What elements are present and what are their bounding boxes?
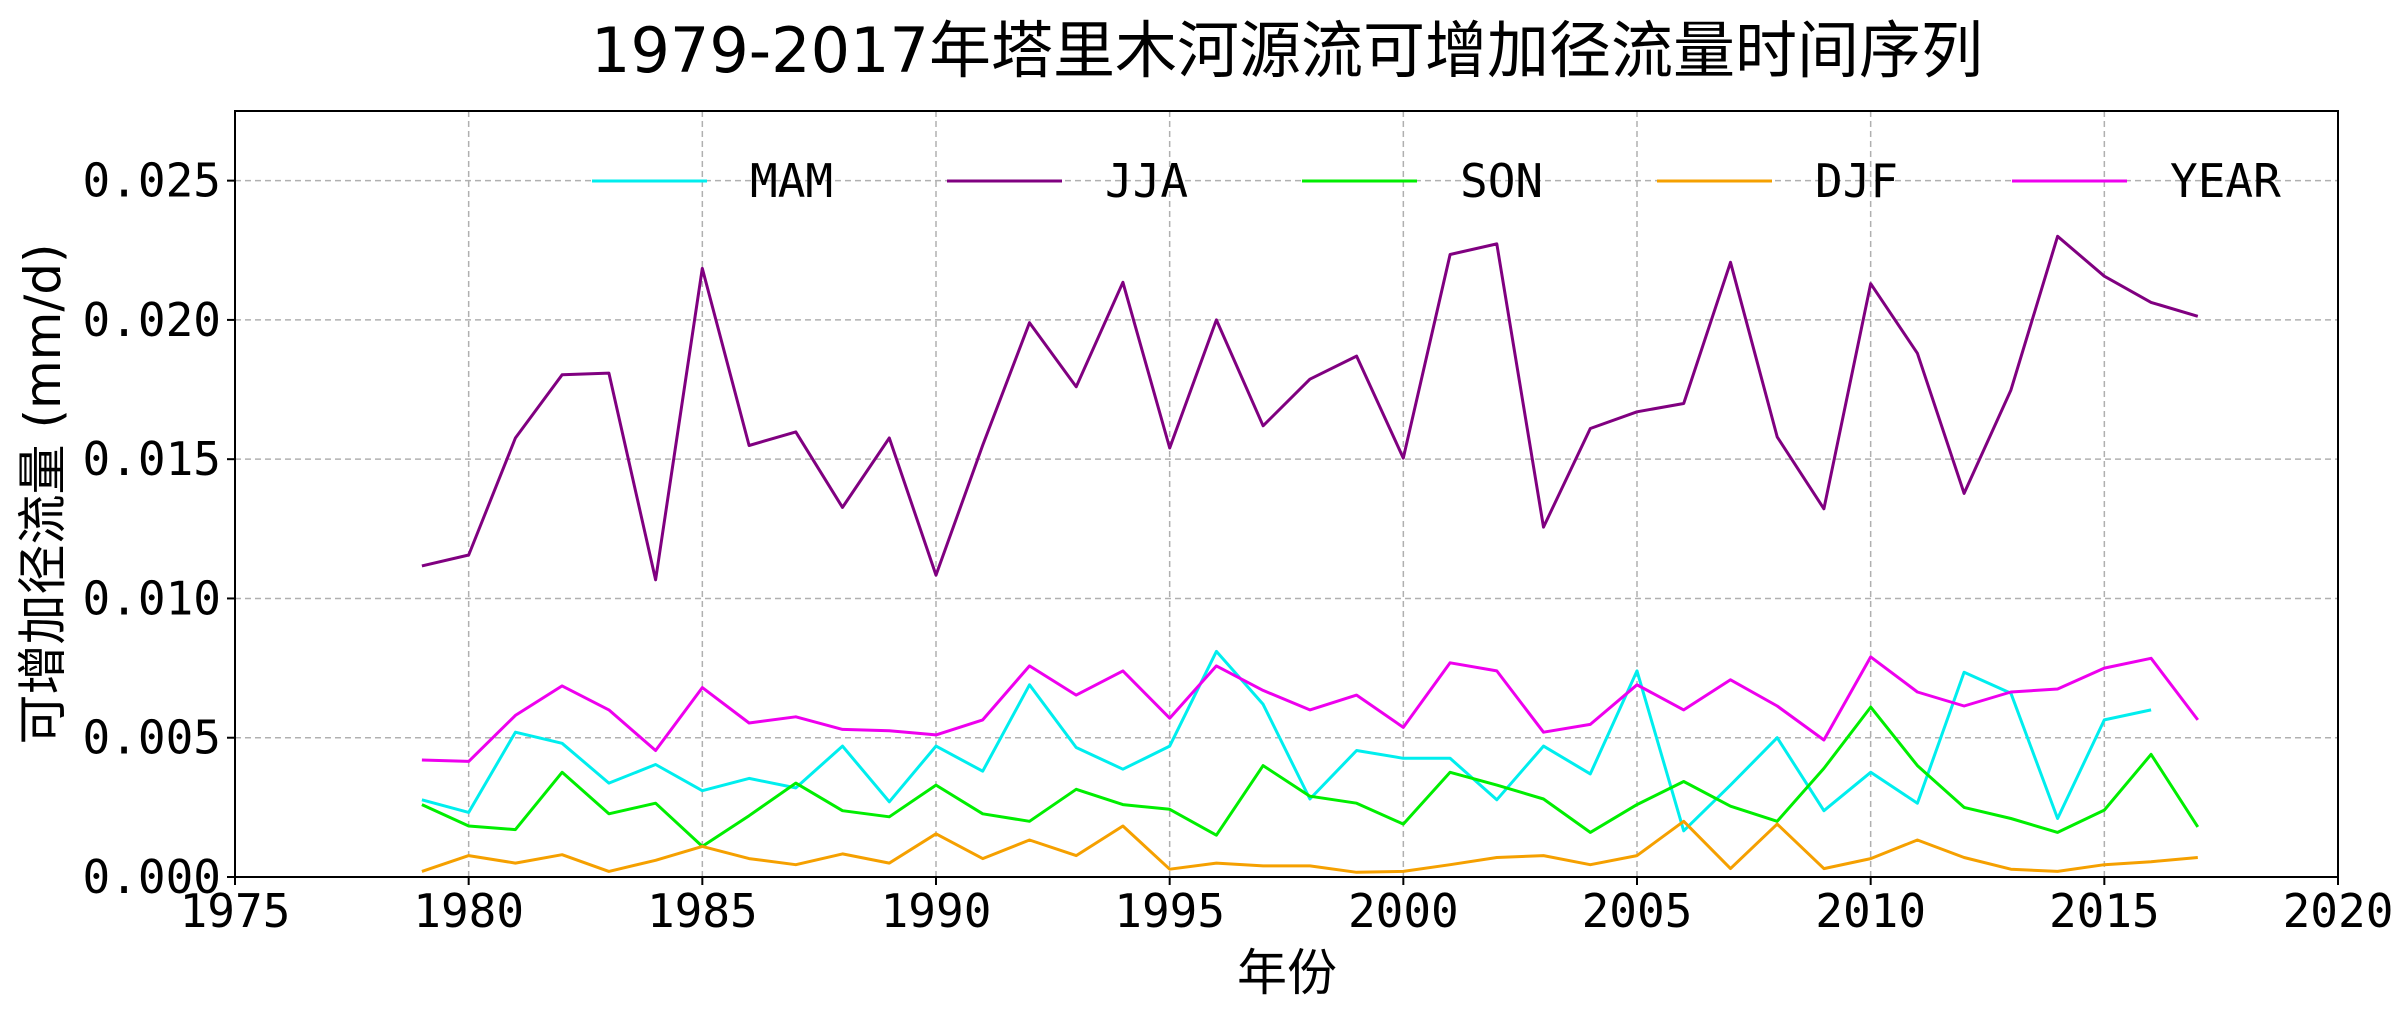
legend-label-mam: MAM: [750, 154, 833, 208]
plot-frame: [234, 110, 2339, 878]
y-tick-label: 0.025: [83, 154, 221, 208]
x-tick-label: 1995: [1114, 884, 1225, 938]
grid: [235, 111, 2338, 877]
x-tick-label: 1985: [647, 884, 758, 938]
legend-label-jja: JJA: [1105, 154, 1188, 208]
y-tick-label: 0.005: [83, 711, 221, 765]
x-tick-label: 1980: [413, 884, 524, 938]
y-tick-label: 0.020: [83, 293, 221, 347]
x-tick-label: 1990: [881, 884, 992, 938]
x-tick-label: 2020: [2283, 884, 2394, 938]
x-tick-label: 2005: [1582, 884, 1693, 938]
series-lines: [421, 234, 2200, 874]
axis-ticks: 1975 1980 1985 1990 1995 2000 2005 2010 2015 2020…: [83, 154, 2394, 938]
series-line-year: [421, 655, 2199, 763]
x-tick-label: 2000: [1348, 884, 1459, 938]
x-tick-label: 2015: [2049, 884, 2160, 938]
y-axis-label: 可增加径流量 (mm/d): [14, 244, 72, 745]
legend: MAM JJA SON DJF YEAR: [592, 154, 2281, 208]
y-tick-label: 0.000: [83, 850, 221, 904]
legend-label-son: SON: [1460, 154, 1543, 208]
x-tick-label: 2010: [1815, 884, 1926, 938]
y-tick-label: 0.015: [83, 432, 221, 486]
x-axis-label: 年份: [1237, 944, 1337, 1002]
series-line-djf: [421, 819, 2198, 874]
y-tick-label: 0.010: [83, 571, 221, 625]
series-line-son: [421, 705, 2200, 848]
chart-title: 1979-2017年塔里木河源流可增加径流量时间序列: [591, 14, 1983, 87]
legend-label-djf: DJF: [1815, 154, 1898, 208]
legend-label-year: YEAR: [2170, 154, 2281, 208]
x-tick-label: 1975: [180, 884, 291, 938]
series-line-jja: [421, 234, 2199, 582]
series-line-mam: [421, 649, 2152, 833]
